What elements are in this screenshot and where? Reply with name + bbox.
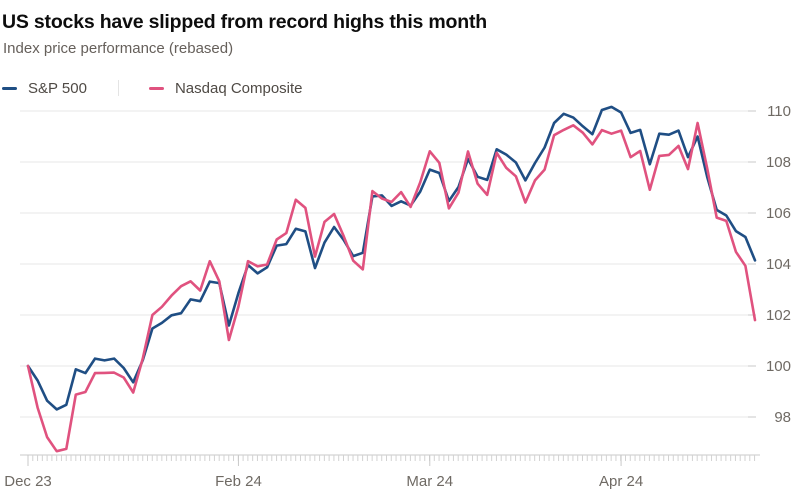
x-axis-label: Dec 23 <box>4 473 52 490</box>
y-axis-label: 104 <box>766 256 791 273</box>
legend-item-nasdaq: Nasdaq Composite <box>148 79 303 97</box>
s-p-500-line <box>26 105 757 411</box>
y-axis-label: 98 <box>774 409 791 426</box>
legend-item-sp500: S&P 500 <box>2 80 87 97</box>
nasdaq-line-swatch-icon <box>148 86 164 90</box>
y-axis-label: 100 <box>766 358 791 375</box>
chart-legend: S&P 500 Nasdaq Composite <box>2 79 303 97</box>
legend-separator <box>117 80 119 96</box>
legend-label-nasdaq: Nasdaq Composite <box>174 79 303 97</box>
y-axis-label: 106 <box>766 205 791 222</box>
nasdaq-composite-line <box>26 121 757 453</box>
chart-subtitle: Index price performance (rebased) <box>3 40 234 57</box>
x-axis-label: Apr 24 <box>599 473 643 490</box>
y-axis-label: 110 <box>767 103 791 120</box>
x-axis-label: Feb 24 <box>215 473 262 490</box>
sp500-line-swatch-icon <box>2 86 17 90</box>
x-axis-label: Mar 24 <box>406 473 453 490</box>
y-axis-label: 102 <box>766 307 791 324</box>
chart-title: US stocks have slipped from record highs… <box>2 11 487 34</box>
y-axis-label: 108 <box>766 154 791 171</box>
legend-label-sp500: S&P 500 <box>28 79 87 97</box>
